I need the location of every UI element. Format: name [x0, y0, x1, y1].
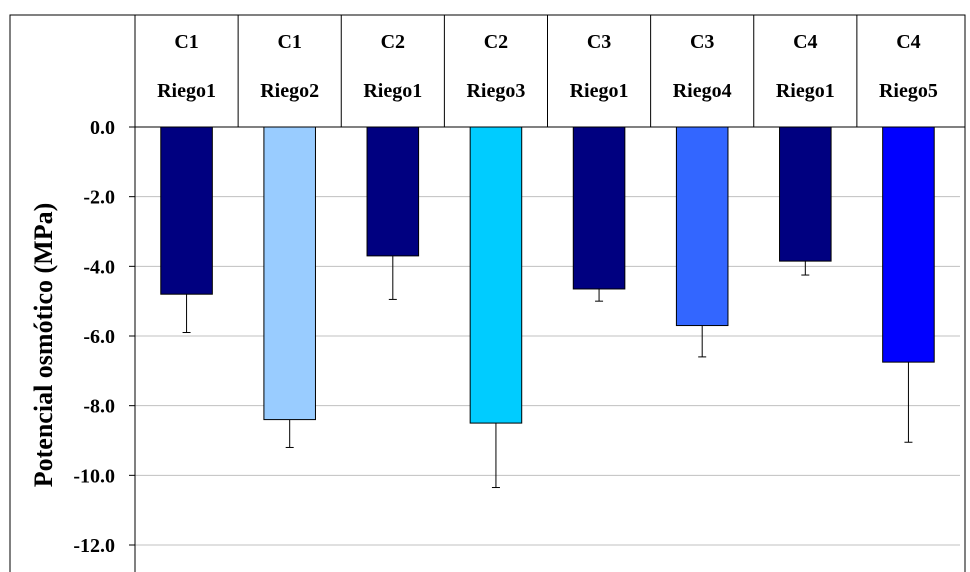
- category-label-line2: Riego4: [673, 80, 732, 102]
- category-label-line1: C4: [793, 31, 817, 53]
- y-tick-label: -4.0: [83, 256, 115, 278]
- bar: [366, 126, 420, 257]
- category-label-line2: Riego1: [776, 80, 835, 102]
- y-tick-label: -6.0: [83, 326, 115, 348]
- category-label-line1: C3: [690, 31, 714, 53]
- category-label-line2: Riego5: [879, 80, 938, 102]
- category-label-line1: C1: [277, 31, 301, 53]
- category-label-line1: C2: [381, 31, 405, 53]
- category-label-line2: Riego1: [570, 80, 629, 102]
- category-label-line1: C1: [174, 31, 198, 53]
- axes: [129, 15, 965, 572]
- bar: [263, 126, 316, 421]
- y-tick-label: -8.0: [83, 396, 115, 418]
- category-label-line1: C2: [484, 31, 508, 53]
- chart-frame: [9, 14, 966, 572]
- bar: [779, 126, 832, 262]
- category-label-line2: Riego1: [157, 80, 216, 102]
- y-axis-label: Potencial osmótico (MPa): [29, 203, 58, 487]
- bar: [572, 126, 626, 290]
- bar: [675, 126, 729, 327]
- category-label-line1: C3: [587, 31, 611, 53]
- category-label-line2: Riego1: [363, 80, 422, 102]
- bar: [160, 126, 213, 295]
- y-tick-labels: 0.0 -2.0 -4.0 -6.0 -8.0 -10.0 -12.0: [73, 117, 115, 557]
- category-label-line2: Riego3: [466, 80, 525, 102]
- y-tick-label: -12.0: [73, 535, 115, 557]
- category-label-line2: Riego2: [260, 80, 319, 102]
- error-bars: [182, 255, 913, 489]
- category-label-line1: C4: [896, 31, 920, 53]
- y-tick-label: 0.0: [90, 117, 115, 139]
- bars: [160, 126, 935, 424]
- gridlines: [135, 196, 960, 546]
- bar: [882, 126, 935, 363]
- y-tick-label: -2.0: [83, 187, 115, 209]
- bar: [469, 126, 523, 424]
- y-tick-label: -10.0: [73, 465, 115, 487]
- category-labels: C1 Riego1 C1 Riego2 C2 Riego1 C2 Riego3 C3 Riego1…: [157, 31, 938, 102]
